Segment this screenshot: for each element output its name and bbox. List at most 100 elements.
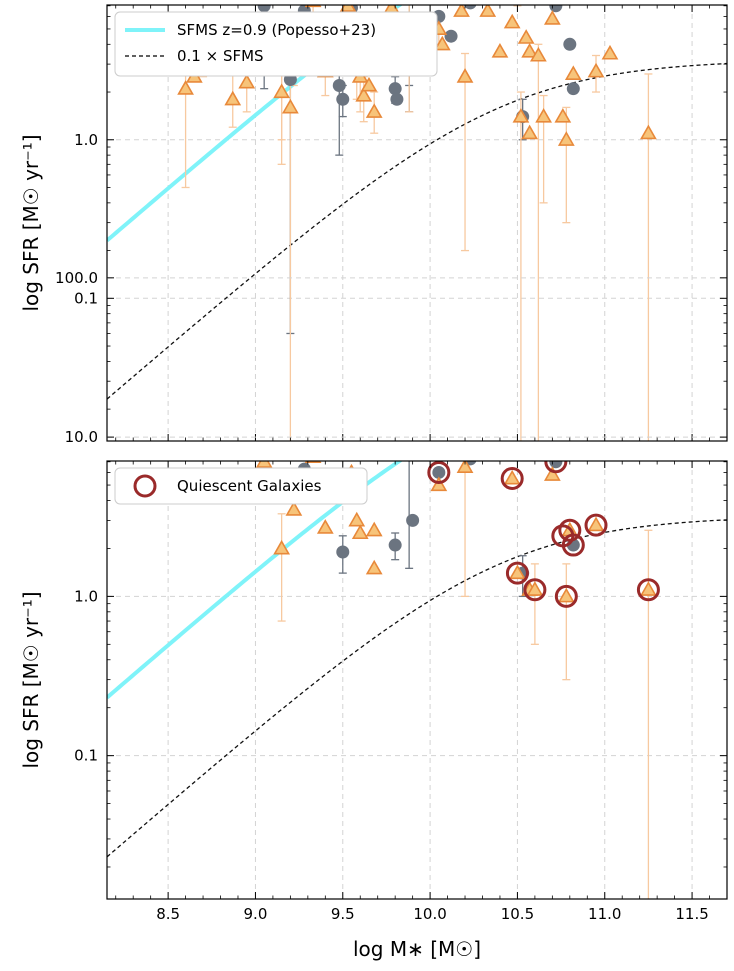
y-tick-label: 0.1 (74, 747, 98, 765)
quiescent-marker (544, 461, 568, 474)
galaxy-point-triangle (557, 587, 575, 603)
quiescent-marker (472, 409, 492, 429)
galaxy-point-circle (590, 367, 603, 380)
error-bar (562, 563, 571, 681)
quiescent-marker (554, 584, 578, 608)
galaxy-point-triangle (273, 539, 291, 555)
error-bar (277, 513, 286, 622)
ticks: 8.5 9.0 9.5 10.0 10.5 11.0 11.5 0.1 1.0 10.0 100.0 (55, 269, 728, 923)
error-bar (461, 52, 470, 252)
data-points (255, 364, 660, 899)
galaxy-point-circle (336, 92, 350, 106)
x-tick-label: 8.5 (156, 905, 180, 923)
sfms-tenth-line (107, 62, 727, 400)
galaxy-point-triangle (456, 68, 474, 83)
grid (107, 277, 727, 899)
galaxy-point-triangle (601, 44, 619, 60)
x-tick-label: 9.5 (331, 905, 355, 923)
galaxy-point-triangle (348, 511, 366, 527)
quiescent-marker (636, 578, 660, 602)
galaxy-point-triangle (563, 417, 577, 429)
quiescent-marker (584, 513, 608, 537)
galaxy-point-circle (427, 0, 440, 3)
galaxy-point-triangle (517, 29, 535, 44)
sfms-line (107, 5, 404, 243)
galaxy-point-circle (563, 37, 577, 51)
error-bar (534, 43, 543, 441)
galaxy-point-circle (476, 412, 489, 425)
galaxy-point-triangle (526, 581, 544, 596)
galaxy-point-triangle (564, 65, 582, 81)
galaxy-point-triangle (360, 76, 378, 92)
galaxy-point-triangle (587, 516, 605, 532)
galaxy-point-triangle (640, 581, 657, 596)
quiescent-marker (505, 561, 529, 585)
galaxy-point-triangle (479, 5, 497, 17)
galaxy-point-triangle (521, 42, 539, 58)
galaxy-point-triangle (535, 107, 552, 123)
x-axis-title: log M∗ [M☉] (353, 937, 481, 961)
galaxy-point-triangle (355, 86, 373, 102)
galaxy-point-triangle (177, 80, 194, 95)
galaxy-point-circle (444, 29, 458, 43)
legend-label: Quiescent Galaxies (177, 477, 322, 495)
galaxy-point-triangle (530, 46, 547, 62)
sfms-curves (107, 5, 727, 400)
error-bar (644, 529, 653, 899)
x-tick-label: 10.0 (413, 905, 446, 923)
galaxy-point-circle (388, 538, 402, 552)
galaxy-point-triangle (491, 42, 509, 58)
legend-label: 0.1 × SFMS (177, 47, 264, 65)
galaxy-point-triangle (521, 124, 539, 140)
y-tick-label: 0.1 (74, 289, 98, 307)
galaxy-point-circle (576, 403, 589, 416)
galaxy-point-triangle (503, 13, 521, 29)
quiescent-marker (500, 466, 524, 490)
galaxy-point-triangle (365, 103, 383, 118)
quiescent-marker (561, 533, 585, 557)
legend-box (114, 11, 438, 77)
sfms-tenth-line (107, 519, 727, 858)
y-tick-label: 1.0 (74, 587, 98, 605)
y-tick-label: 10.0 (65, 428, 98, 446)
quiescent-marker (572, 399, 592, 419)
galaxy-point-circle (432, 465, 446, 479)
galaxy-point-triangle (509, 564, 526, 580)
y-axis-title: log SFR [M☉ yr⁻¹] (19, 591, 43, 768)
bottom-panel: 8.5 9.0 9.5 10.0 10.5 11.0 11.5 0.1 1.0 10.0 100.0… (19, 269, 728, 923)
galaxy-point-circle (332, 78, 346, 92)
y-tick-label: 1.0 (74, 131, 98, 149)
galaxy-point-triangle (414, 417, 428, 429)
galaxy-point-circle (336, 545, 350, 559)
galaxy-point-triangle (255, 461, 273, 468)
galaxy-point-triangle (543, 10, 561, 25)
x-tick-label: 11.5 (675, 905, 708, 923)
galaxy-point-triangle (453, 5, 470, 17)
quiescent-marker (586, 364, 606, 384)
galaxy-point-circle (549, 5, 563, 13)
galaxy-point-triangle (285, 501, 303, 516)
legend-label: SFMS z=0.9 (Popesso+23) (177, 21, 376, 39)
quiescent-marker (523, 578, 547, 602)
error-bar (562, 106, 571, 224)
galaxy-point-circle (464, 5, 477, 10)
galaxy-point-triangle (316, 519, 334, 534)
galaxy-point-triangle (402, 437, 416, 449)
galaxy-point-triangle (503, 469, 521, 485)
galaxy-point-triangle (463, 412, 477, 424)
galaxy-point-triangle (238, 73, 256, 89)
galaxy-point-circle (566, 82, 580, 96)
galaxy-point-triangle (554, 107, 572, 123)
y-tick-label: 100.0 (55, 269, 98, 287)
galaxy-point-triangle (351, 524, 369, 540)
galaxy-point-circle (406, 513, 420, 527)
quiescent-marker (558, 518, 582, 542)
galaxy-point-triangle (433, 35, 451, 51)
galaxy-point-triangle (365, 559, 383, 575)
galaxy-point-triangle (640, 124, 657, 140)
x-tick-label: 10.5 (501, 905, 534, 923)
error-bar (530, 563, 539, 645)
galaxy-point-triangle (587, 62, 605, 78)
galaxy-point-circle (257, 5, 271, 13)
galaxy-point-triangle (376, 424, 390, 436)
